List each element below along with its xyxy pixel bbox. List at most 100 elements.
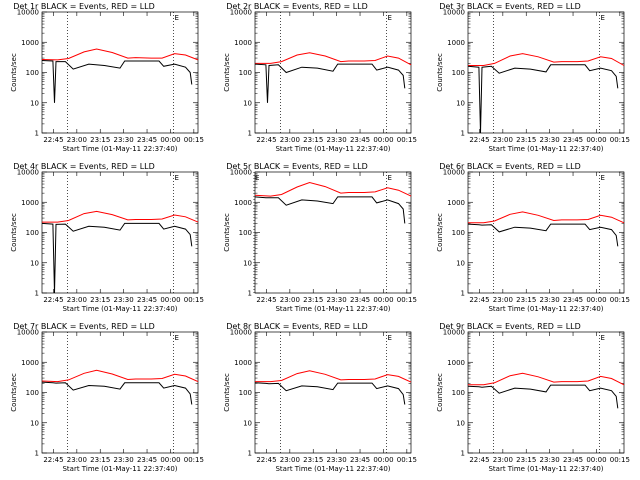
panel-chart: Det 3r BLACK = Events, RED = LLD 1 10 100 10… (436, 2, 630, 153)
chart-title: Det 1r BLACK = Events, RED = LLD (13, 2, 155, 11)
chart-title: Det 6r BLACK = Events, RED = LLD (439, 162, 581, 171)
x-tick-label: 22:45 (256, 296, 276, 304)
plot-frame (41, 171, 199, 294)
event-marker-label: E (601, 174, 605, 182)
y-tick-label: 1000 (234, 199, 252, 207)
y-tick-label: 1000 (21, 39, 39, 47)
y-tick-label: 10000 (17, 329, 39, 337)
detector-panel: Det 6r BLACK = Events, RED = LLD 1 10 100 10… (426, 160, 639, 320)
x-tick-label: 23:00 (493, 296, 513, 304)
y-axis-label: Counts/sec (223, 213, 231, 252)
x-tick-label: 00:00 (586, 136, 606, 144)
y-tick-label: 1 (248, 450, 252, 458)
y-tick-label: 10 (243, 259, 252, 267)
events-series-line (254, 63, 406, 103)
y-tick-label: 100 (26, 69, 39, 77)
y-tick-label: 10 (243, 419, 252, 427)
x-tick-label: 00:00 (586, 456, 606, 464)
x-tick-label: 23:30 (540, 296, 560, 304)
panel-chart: Det 8r BLACK = Events, RED = LLD 1 10 100 10… (223, 322, 417, 473)
x-tick-label: 00:15 (184, 296, 204, 304)
y-axis-label: Counts/sec (10, 213, 18, 252)
x-tick-label: 23:45 (137, 296, 157, 304)
detector-panel: Det 3r BLACK = Events, RED = LLD 1 10 100 10… (426, 0, 639, 160)
event-marker-label: E (175, 14, 179, 22)
y-tick-label: 10000 (443, 329, 465, 337)
y-tick-label: 1 (248, 290, 252, 298)
x-tick-label: 23:15 (303, 136, 323, 144)
x-tick-label: 00:15 (610, 296, 630, 304)
lld-series-line (41, 369, 199, 383)
chart-title: Det 3r BLACK = Events, RED = LLD (439, 2, 581, 11)
lld-series-line (42, 210, 199, 223)
x-axis-label: Start Time (01-May-11 22:37:40) (62, 145, 177, 153)
x-tick-label: 23:00 (493, 456, 513, 464)
events-series-line (41, 60, 193, 103)
y-axis-label: Counts/sec (223, 373, 231, 412)
x-tick-label: 23:30 (114, 136, 134, 144)
events-series-line (467, 64, 619, 134)
lld-series-line (255, 370, 412, 383)
y-axis-label: Counts/sec (223, 53, 231, 92)
lld-series-line (468, 53, 625, 66)
y-tick-label: 1000 (447, 199, 465, 207)
x-tick-label: 00:00 (160, 296, 180, 304)
y-tick-label: 10000 (17, 9, 39, 17)
plot-frame (254, 11, 412, 134)
y-tick-label: 1 (35, 130, 39, 138)
y-tick-label: 100 (239, 389, 252, 397)
detector-panel: Det 8r BLACK = Events, RED = LLD 1 10 100 10… (213, 320, 426, 480)
x-tick-label: 23:30 (114, 296, 134, 304)
y-tick-label: 10000 (443, 169, 465, 177)
x-tick-label: 23:45 (350, 136, 370, 144)
x-tick-label: 23:00 (280, 136, 300, 144)
x-tick-label: 22:45 (43, 456, 63, 464)
events-series-line (467, 384, 619, 409)
events-series-line (41, 381, 193, 405)
y-tick-label: 100 (452, 229, 465, 237)
y-tick-label: 100 (239, 69, 252, 77)
chart-title: Det 8r BLACK = Events, RED = LLD (226, 322, 368, 331)
x-tick-label: 00:15 (184, 136, 204, 144)
chart-title: Det 5r BLACK = Events, RED = LLD (226, 162, 368, 171)
detector-panel: Det 9r BLACK = Events, RED = LLD 1 10 100 10… (426, 320, 639, 480)
y-tick-label: 10 (30, 419, 39, 427)
x-tick-label: 00:00 (373, 456, 393, 464)
y-tick-label: 10000 (230, 169, 252, 177)
chart-title: Det 7r BLACK = Events, RED = LLD (13, 322, 155, 331)
event-marker-label: E (601, 334, 605, 342)
x-tick-label: 23:15 (303, 456, 323, 464)
x-tick-label: 00:00 (373, 296, 393, 304)
x-tick-label: 00:15 (610, 456, 630, 464)
y-axis-label: Counts/sec (436, 213, 444, 252)
plot-frame (41, 331, 199, 454)
x-tick-label: 23:45 (137, 456, 157, 464)
events-series-line (254, 382, 406, 405)
x-tick-label: 22:45 (43, 136, 63, 144)
x-tick-label: 23:45 (137, 136, 157, 144)
y-tick-label: 10 (456, 259, 465, 267)
x-tick-label: 00:00 (586, 296, 606, 304)
plot-frame (467, 331, 625, 454)
y-tick-label: 1000 (447, 39, 465, 47)
y-tick-label: 10 (456, 419, 465, 427)
panel-chart: Det 6r BLACK = Events, RED = LLD 1 10 100 10… (436, 162, 630, 313)
x-tick-label: 23:15 (516, 296, 536, 304)
panel-chart: Det 1r BLACK = Events, RED = LLD 1 10 100 10… (10, 2, 204, 153)
event-marker-label: E (388, 334, 392, 342)
detector-panel: Det 7r BLACK = Events, RED = LLD 1 10 100 10… (0, 320, 213, 480)
lld-series-line (254, 181, 412, 197)
x-tick-label: 23:30 (540, 136, 560, 144)
x-tick-label: 22:45 (469, 456, 489, 464)
x-tick-label: 00:00 (160, 456, 180, 464)
plot-frame (467, 11, 625, 134)
panel-chart: Det 9r BLACK = Events, RED = LLD 1 10 100 10… (436, 322, 630, 473)
lld-series-line (468, 211, 625, 224)
x-tick-label: 23:15 (90, 296, 110, 304)
y-tick-label: 10000 (230, 9, 252, 17)
y-tick-label: 10 (243, 99, 252, 107)
x-tick-label: 23:00 (280, 456, 300, 464)
detector-panel: Det 1r BLACK = Events, RED = LLD 1 10 100 10… (0, 0, 213, 160)
chart-title: Det 4r BLACK = Events, RED = LLD (13, 162, 155, 171)
x-axis-label: Start Time (01-May-11 22:37:40) (275, 305, 390, 313)
